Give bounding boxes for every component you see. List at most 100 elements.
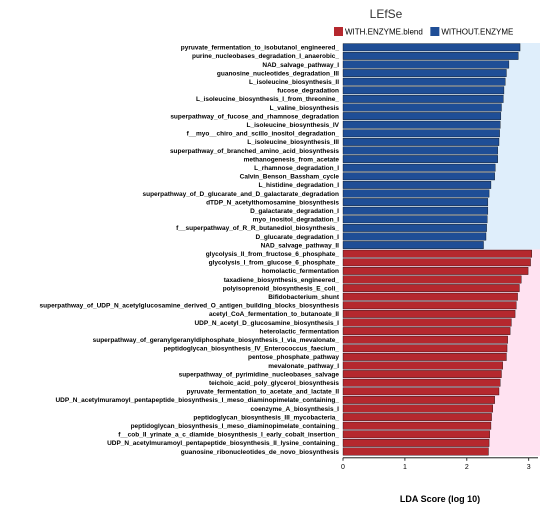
category-label-42: coenzyme_A_biosynthesis_I xyxy=(250,406,339,413)
bar-23 xyxy=(342,241,484,249)
bar-41 xyxy=(342,396,495,404)
category-label-7: L_valine_biosynthesis xyxy=(270,105,340,112)
x-tick-label-0: 0 xyxy=(341,464,345,471)
bar-5 xyxy=(342,86,505,95)
category-label-41: UDP_N_acetylmuramoyl_pentapeptide_biosyn… xyxy=(55,397,339,404)
bar-31 xyxy=(342,310,516,318)
bar-43 xyxy=(342,413,492,421)
category-label-24: glycolysis_II_from_fructose_6_phosphate_ xyxy=(206,251,340,258)
legend-swatch-1 xyxy=(430,27,440,36)
category-label-30: superpathway_of_UDP_N_acetylglucosamine_… xyxy=(40,303,340,310)
bar-30 xyxy=(342,301,517,310)
bar-45 xyxy=(342,430,490,439)
x-tick-label-3: 3 xyxy=(527,464,531,471)
category-label-17: superpathway_of_D_glucarate_and_D_galact… xyxy=(142,191,339,198)
category-label-44: peptidoglycan_biosynthesis_I_meso_diamin… xyxy=(131,423,340,430)
category-label-8: superpathway_of_fucose_and_rhamnose_degr… xyxy=(170,113,339,120)
category-label-23: NAD_salvage_pathway_II xyxy=(261,242,340,249)
category-label-35: peptidoglycan_biosynthesis_IV_Enterococc… xyxy=(163,346,339,353)
bar-28 xyxy=(342,284,520,292)
category-label-0: pyruvate_fermentation_to_isobutanol_engi… xyxy=(181,45,340,52)
bar-24 xyxy=(342,249,532,258)
bar-37 xyxy=(342,361,503,370)
category-label-21: f__superpathway_of_R_R_butanediol_biosyn… xyxy=(176,225,339,232)
category-label-13: methanogenesis_from_acetate xyxy=(244,156,340,163)
bars xyxy=(342,43,532,456)
bar-13 xyxy=(342,155,498,163)
chart-title: LEfSe xyxy=(370,7,403,21)
bar-0 xyxy=(342,43,521,52)
category-label-9: L_isoleucine_biosynthesis_IV xyxy=(247,122,340,129)
category-label-37: mevalonate_pathway_I xyxy=(268,363,339,370)
bar-18 xyxy=(342,198,489,206)
bar-32 xyxy=(342,318,512,327)
bar-21 xyxy=(342,224,487,232)
bar-42 xyxy=(342,404,493,413)
bar-29 xyxy=(342,292,518,301)
bar-15 xyxy=(342,172,495,181)
x-axis-title: LDA Score (log 10) xyxy=(400,494,480,504)
category-label-29: Bifidobacterium_shunt xyxy=(268,294,340,301)
category-label-10: f__myo__chiro_and_scillo_inositol_degrad… xyxy=(187,131,340,138)
category-label-1: purine_nucleobases_degradation_I_anaerob… xyxy=(192,53,339,60)
bar-11 xyxy=(342,138,500,146)
category-label-2: NAD_salvage_pathway_I xyxy=(262,62,339,69)
category-label-4: L_isoleucine_biosynthesis_II xyxy=(249,79,339,86)
bar-19 xyxy=(342,206,489,215)
category-label-46: UDP_N_acetylmuramoyl_pentapeptide_biosyn… xyxy=(107,440,339,447)
category-label-31: acetyl_CoA_fermentation_to_butanoate_II xyxy=(209,311,339,318)
category-label-5: fucose_degradation xyxy=(277,88,339,95)
bar-22 xyxy=(342,232,487,241)
category-label-22: D_glucarate_degradation_I xyxy=(256,234,340,241)
bar-36 xyxy=(342,353,507,361)
category-label-11: L_isoleucine_biosynthesis_III xyxy=(247,139,339,146)
bar-16 xyxy=(342,181,492,189)
group-band xyxy=(343,43,540,250)
bar-33 xyxy=(342,327,511,335)
bar-27 xyxy=(342,275,522,284)
category-label-34: superpathway_of_geranylgeranyldiphosphat… xyxy=(93,337,340,344)
bar-9 xyxy=(342,120,501,129)
category-label-16: L_histidine_degradation_I xyxy=(258,182,339,189)
bar-20 xyxy=(342,215,488,224)
category-label-18: dTDP_N_acetylthomosamine_biosynthesis xyxy=(206,199,339,206)
bar-7 xyxy=(342,103,502,112)
bar-34 xyxy=(342,335,508,344)
category-label-38: superpathway_of_pyrimidine_nucleobases_s… xyxy=(179,371,340,378)
legend-label-0: WITH.ENZYME.blend xyxy=(345,28,423,37)
category-label-43: peptidoglycan_biosynthesis_III_mycobacte… xyxy=(193,414,339,421)
bar-8 xyxy=(342,112,502,120)
category-label-39: teichoic_acid_poly_glycerol_biosynthesis xyxy=(209,380,339,387)
x-tick-label-1: 1 xyxy=(403,464,407,471)
bar-2 xyxy=(342,60,510,69)
legend-label-1: WITHOUT.ENZYME xyxy=(441,28,513,37)
category-label-15: Calvin_Benson_Bassham_cycle xyxy=(240,174,340,181)
bar-39 xyxy=(342,378,501,387)
bar-4 xyxy=(342,77,506,86)
category-label-26: homolactic_fermentation xyxy=(262,268,339,275)
category-label-14: L_rhamnose_degradation_I xyxy=(254,165,339,172)
category-label-33: heterolactic_fermentation xyxy=(260,328,339,335)
bar-12 xyxy=(342,146,498,155)
bar-17 xyxy=(342,189,490,198)
category-label-25: glycolysis_I_from_glucose_6_phosphate_ xyxy=(209,260,340,267)
category-label-32: UDP_N_acetyl_D_glucosamine_biosynthesis_… xyxy=(194,320,339,327)
category-label-6: L_isoleucine_biosynthesis_I_from_threoni… xyxy=(196,96,339,103)
category-label-40: pyruvate_fermentation_to_acetate_and_lac… xyxy=(187,389,340,396)
category-label-36: pentose_phosphate_pathway xyxy=(248,354,339,361)
bar-14 xyxy=(342,163,496,172)
category-label-28: polyisoprenoid_biosynthesis_E_coli_ xyxy=(223,285,340,292)
bar-38 xyxy=(342,370,502,378)
bar-1 xyxy=(342,52,519,60)
category-label-3: guanosine_nucleotides_degradation_III xyxy=(217,70,339,77)
category-label-20: myo_inositol_degradation_I xyxy=(253,217,340,224)
bar-6 xyxy=(342,95,504,103)
bar-26 xyxy=(342,267,529,275)
bar-40 xyxy=(342,387,500,396)
category-label-19: D_galactarate_degradation_I xyxy=(250,208,339,215)
bar-3 xyxy=(342,69,507,77)
bar-47 xyxy=(342,447,489,456)
category-label-45: f__cob_II_yrinate_a_c_diamide_biosynthes… xyxy=(118,432,339,439)
group-bands xyxy=(343,43,540,456)
